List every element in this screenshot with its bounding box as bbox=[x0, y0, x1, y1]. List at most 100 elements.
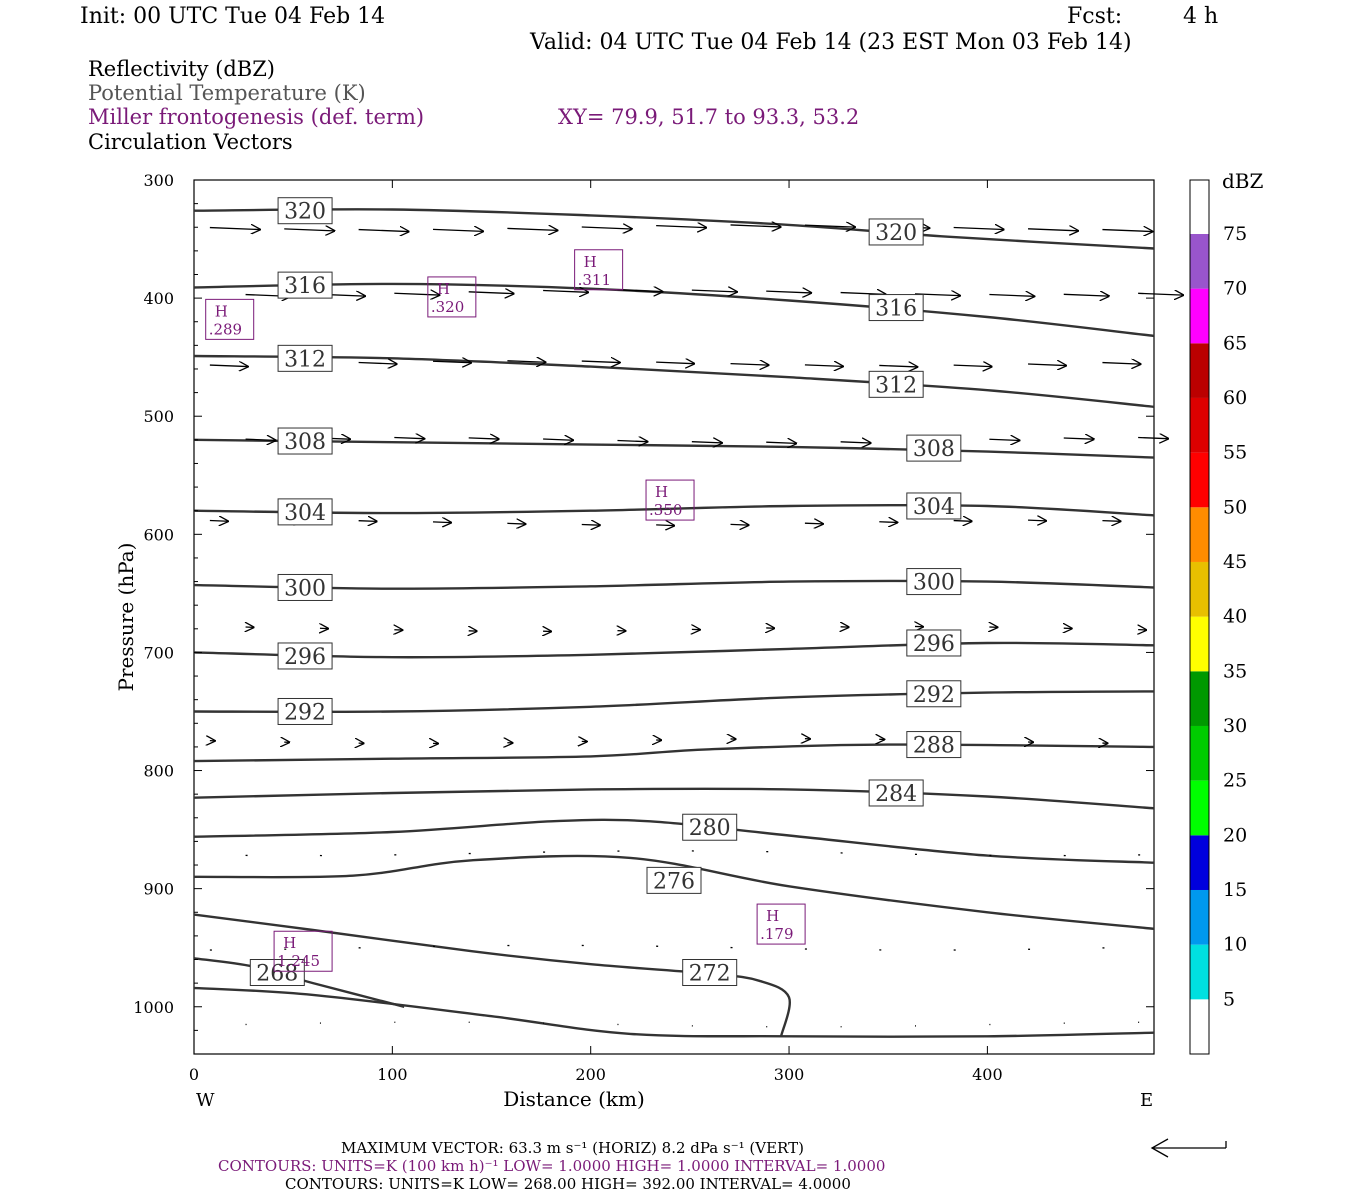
theta-label-text: 300 bbox=[913, 571, 955, 596]
max-value: .179 bbox=[760, 925, 793, 943]
theta-label-text: 292 bbox=[284, 700, 326, 725]
circulation-vector bbox=[507, 228, 557, 230]
max-label: H bbox=[655, 483, 668, 501]
theta-label-312: 312 bbox=[868, 370, 924, 398]
circulation-vector bbox=[804, 523, 823, 524]
colorbar-segment bbox=[1190, 780, 1209, 836]
x-axis-label: Distance (km) bbox=[503, 1087, 645, 1111]
circulation-vector bbox=[432, 522, 451, 523]
circulation-vector bbox=[358, 230, 409, 232]
theta-contour-284 bbox=[193, 787, 1155, 810]
y-tick-label: 1000 bbox=[133, 998, 174, 1017]
y-tick-label: 600 bbox=[143, 525, 174, 544]
theta-label-276: 276 bbox=[646, 866, 702, 894]
x-tick-label: 100 bbox=[377, 1065, 408, 1084]
theta-contour-lowest bbox=[193, 986, 1155, 1038]
reference-vector-arrow bbox=[1150, 1138, 1227, 1158]
colorbar-segment bbox=[1190, 288, 1209, 344]
theta-label-304: 304 bbox=[277, 498, 333, 526]
theta-label-316: 316 bbox=[277, 271, 333, 299]
theta-label-box bbox=[682, 959, 738, 987]
theta-label-316: 316 bbox=[868, 294, 924, 322]
theta-label-text: 268 bbox=[256, 962, 298, 987]
field-reflectivity: Reflectivity (dBZ) bbox=[88, 57, 276, 81]
colorbar-segment bbox=[1190, 999, 1209, 1054]
plot-frame bbox=[193, 179, 1155, 1055]
frontogenesis-max: H.289 bbox=[205, 298, 255, 340]
theta-contour-280 bbox=[193, 818, 1155, 864]
theta-contour-276 bbox=[193, 854, 1155, 930]
colorbar-level-label: 25 bbox=[1223, 770, 1247, 792]
colorbar-segment bbox=[1190, 671, 1209, 726]
colorbar-segment bbox=[1190, 944, 1209, 1000]
theta-label-text: 316 bbox=[875, 297, 917, 322]
max-box bbox=[645, 479, 695, 521]
colorbar-level-label: 65 bbox=[1223, 332, 1247, 354]
colorbar-level-label: 40 bbox=[1223, 606, 1247, 628]
theta-label-text: 292 bbox=[913, 683, 955, 708]
circulation-vector bbox=[543, 291, 588, 293]
max-label: H bbox=[766, 907, 779, 925]
theta-label-box bbox=[906, 434, 962, 462]
valid-time: Valid: 04 UTC Tue 04 Feb 14 (23 EST Mon … bbox=[530, 30, 1132, 55]
circulation-vector bbox=[507, 361, 545, 363]
theta-contour-312 bbox=[193, 354, 1155, 408]
frontogenesis-max: H.350 bbox=[645, 479, 695, 521]
colorbar-segment bbox=[1190, 889, 1209, 945]
theta-label-272: 272 bbox=[682, 959, 738, 987]
circulation-vector bbox=[1102, 363, 1140, 365]
theta-contour-292 bbox=[193, 690, 1155, 714]
circulation-vector bbox=[1063, 294, 1109, 296]
circulation-vector bbox=[879, 522, 897, 523]
theta-label-box bbox=[906, 629, 962, 657]
theta-contour-300 bbox=[193, 579, 1155, 590]
footer-max-vector: MAXIMUM VECTOR: 63.3 m s⁻¹ (HORIZ) 8.2 d… bbox=[341, 1139, 804, 1157]
theta-contour-320 bbox=[193, 208, 1155, 250]
circulation-vector bbox=[840, 293, 886, 295]
theta-label-box bbox=[277, 498, 333, 526]
theta-label-308: 308 bbox=[277, 427, 333, 455]
circulation-vector bbox=[358, 363, 397, 365]
colorbar-level-label: 10 bbox=[1223, 934, 1247, 956]
colorbar-segment bbox=[1190, 452, 1209, 508]
colorbar-level-label: 55 bbox=[1223, 442, 1247, 464]
theta-label-box bbox=[868, 779, 924, 807]
theta-label-text: 300 bbox=[284, 576, 326, 601]
theta-label-312: 312 bbox=[277, 344, 333, 372]
colorbar-level-label: 30 bbox=[1223, 715, 1247, 737]
colorbar-segment bbox=[1190, 616, 1209, 672]
circulation-vector bbox=[617, 290, 662, 292]
circulation-vector bbox=[656, 226, 706, 228]
y-tick-label: 400 bbox=[143, 289, 174, 308]
max-label: H bbox=[215, 302, 228, 320]
circulation-vector bbox=[989, 439, 1019, 440]
theta-contour-316 bbox=[193, 282, 1155, 338]
theta-label-box bbox=[277, 344, 333, 372]
circulation-vector bbox=[432, 229, 483, 231]
circulation-vector bbox=[581, 361, 620, 363]
max-box bbox=[205, 298, 255, 340]
y-tick-label: 900 bbox=[143, 880, 174, 899]
colorbar-segment bbox=[1190, 180, 1209, 234]
circulation-vector bbox=[543, 439, 573, 440]
theta-label-box bbox=[906, 492, 962, 520]
theta-label-box bbox=[249, 959, 305, 987]
circulation-vector bbox=[691, 290, 737, 292]
x-tick-label: 0 bbox=[189, 1065, 199, 1084]
colorbar-level-label: 70 bbox=[1223, 278, 1247, 300]
colorbar-frame bbox=[1189, 179, 1210, 1055]
max-label: H bbox=[584, 253, 597, 271]
max-value: .289 bbox=[209, 320, 242, 338]
circulation-vector bbox=[953, 227, 1004, 229]
circulation-vector bbox=[953, 365, 992, 367]
theta-label-text: 304 bbox=[284, 501, 326, 526]
colorbar-level-label: 15 bbox=[1223, 879, 1247, 901]
colorbar-level-label: 20 bbox=[1223, 824, 1247, 846]
circulation-vector bbox=[581, 524, 600, 525]
circulation-vector bbox=[209, 521, 228, 522]
frontogenesis-max: H.320 bbox=[427, 276, 477, 318]
theta-label-text: 308 bbox=[284, 430, 326, 455]
circulation-vector bbox=[358, 521, 377, 522]
circulation-vector bbox=[879, 365, 917, 367]
